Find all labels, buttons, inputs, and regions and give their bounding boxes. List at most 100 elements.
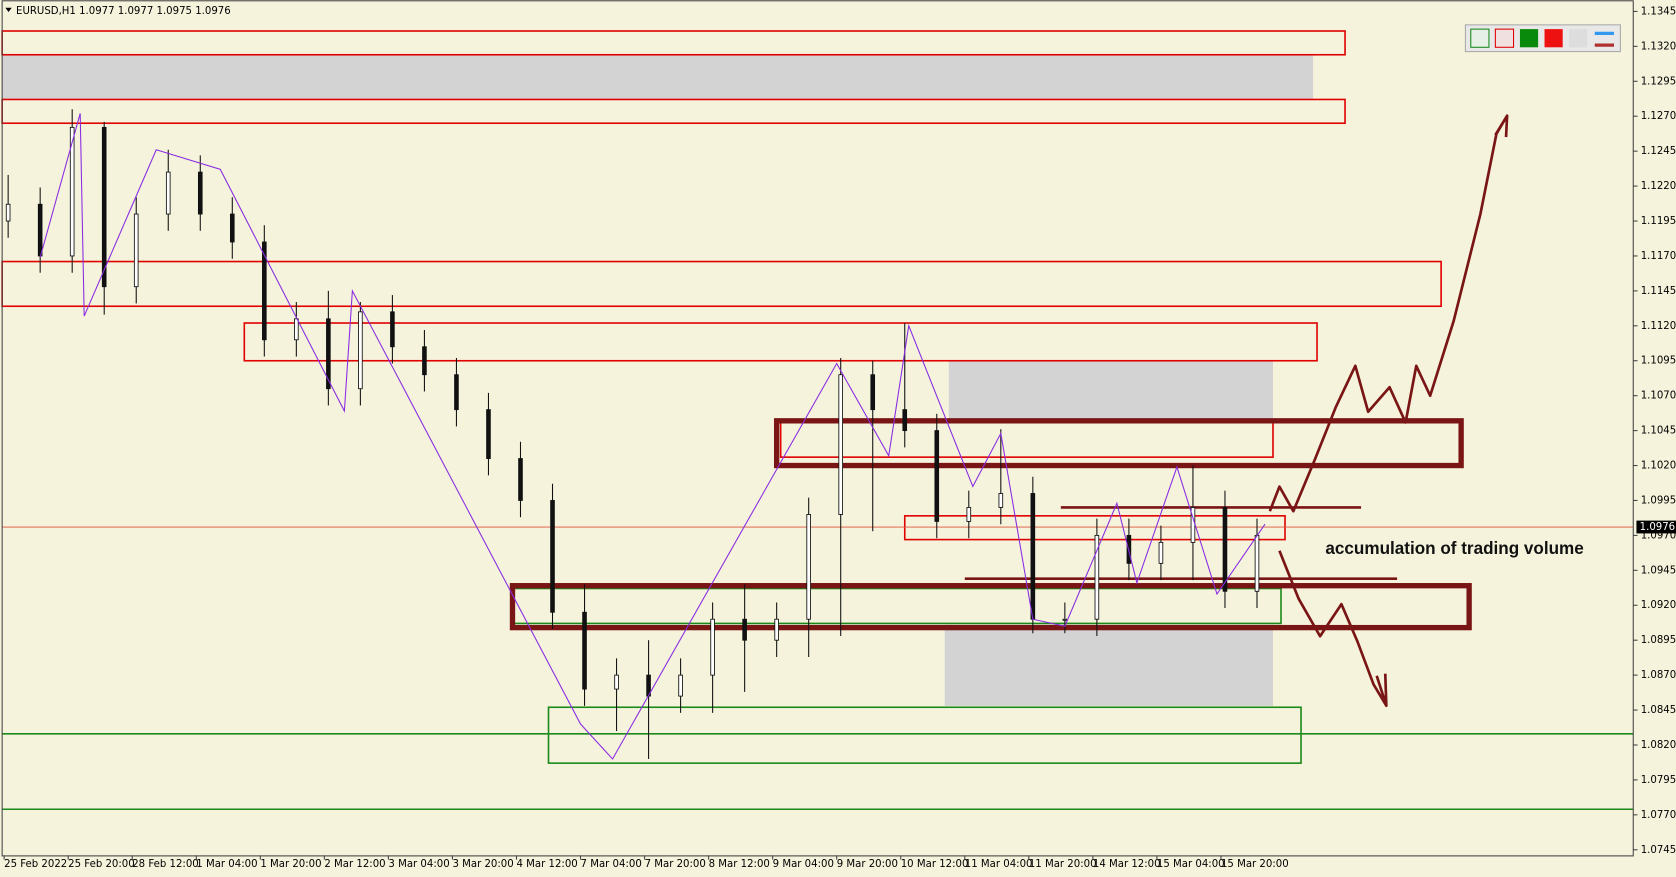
zone xyxy=(773,418,1464,469)
candle-body xyxy=(197,171,203,215)
zigzag-line xyxy=(39,113,1266,760)
y-tick-label: 1.1045 xyxy=(1641,426,1676,437)
tool-button[interactable] xyxy=(1494,28,1515,48)
y-tick-label: 1.0945 xyxy=(1641,565,1676,576)
tool-button[interactable] xyxy=(1544,29,1563,48)
plot-frame xyxy=(1,0,1634,857)
current-price-box xyxy=(1636,520,1676,534)
candle-body xyxy=(1062,618,1068,621)
candle-body xyxy=(5,203,11,222)
candle-body xyxy=(262,241,267,341)
candle-body xyxy=(294,318,299,341)
candle-body xyxy=(37,203,43,257)
x-tick-label: 28 Feb 12:00 xyxy=(132,859,199,870)
candle-body xyxy=(326,318,331,390)
y-tick-label: 1.1245 xyxy=(1641,146,1676,157)
candle-body xyxy=(422,346,427,376)
y-tick-label: 1.0895 xyxy=(1641,635,1676,646)
tool-button[interactable] xyxy=(1470,28,1490,48)
y-tick-label: 1.1070 xyxy=(1641,391,1676,402)
zone xyxy=(509,583,1472,631)
y-tick-label: 1.1120 xyxy=(1641,321,1676,332)
y-tick-label: 1.1170 xyxy=(1641,251,1676,262)
candle-body xyxy=(902,409,908,432)
y-tick-label: 1.0845 xyxy=(1641,705,1676,716)
candle-body xyxy=(550,500,555,613)
candle-body xyxy=(806,514,811,620)
candle-body xyxy=(358,311,363,390)
y-tick-label: 1.1095 xyxy=(1641,356,1676,367)
x-tick-label: 15 Mar 20:00 xyxy=(1221,859,1289,870)
annotation: accumulation of trading volume xyxy=(1325,539,1583,558)
y-tick-label: 1.1295 xyxy=(1641,76,1676,87)
zone xyxy=(948,360,1274,423)
tool-button[interactable] xyxy=(1569,29,1588,48)
candle-body xyxy=(1030,493,1036,620)
x-tick-label: 15 Mar 04:00 xyxy=(1157,859,1225,870)
zone xyxy=(547,706,1302,764)
arrow-up xyxy=(1268,114,1509,513)
x-tick-label: 1 Mar 20:00 xyxy=(260,859,321,870)
candle-body xyxy=(1158,541,1164,564)
candle-body xyxy=(774,618,779,641)
candle-body xyxy=(518,458,523,501)
candle-body xyxy=(838,374,844,515)
candle-body xyxy=(1094,534,1100,620)
y-tick-label: 1.1270 xyxy=(1641,111,1676,122)
x-tick-label: 8 Mar 12:00 xyxy=(709,859,770,870)
y-tick-label: 1.0795 xyxy=(1641,775,1676,786)
current-price-label: 1.0976 xyxy=(1640,522,1675,533)
x-tick-label: 9 Mar 20:00 xyxy=(837,859,898,870)
candle-body xyxy=(69,126,75,257)
y-tick-label: 1.1145 xyxy=(1641,286,1676,297)
y-tick-label: 1.1195 xyxy=(1641,216,1676,227)
candle-body xyxy=(934,430,940,522)
x-tick-label: 1 Mar 04:00 xyxy=(196,859,257,870)
y-tick-label: 1.0970 xyxy=(1641,530,1676,541)
plot-area xyxy=(1,30,1634,811)
y-tick-label: 1.0995 xyxy=(1641,495,1676,506)
candle-body xyxy=(582,611,587,690)
candle-body xyxy=(229,213,235,243)
candle-body xyxy=(870,374,876,411)
zone xyxy=(243,322,1318,362)
x-tick-label: 25 Feb 20:00 xyxy=(68,859,135,870)
x-tick-label: 9 Mar 04:00 xyxy=(773,859,834,870)
candle-body xyxy=(966,507,972,522)
arrow-down xyxy=(1278,550,1388,708)
candle-body xyxy=(998,493,1004,508)
candle-body xyxy=(678,674,683,697)
y-tick-label: 1.0770 xyxy=(1641,810,1676,821)
x-tick-label: 3 Mar 04:00 xyxy=(388,859,449,870)
menu-icon[interactable] xyxy=(5,7,12,13)
y-tick-label: 1.0820 xyxy=(1641,740,1676,751)
y-tick-label: 1.1345 xyxy=(1641,6,1676,17)
y-tick-label: 1.1220 xyxy=(1641,181,1676,192)
zone xyxy=(944,624,1274,706)
x-tick-label: 3 Mar 20:00 xyxy=(452,859,513,870)
x-tick-label: 25 Feb 2022 xyxy=(4,859,67,870)
x-tick-label: 14 Mar 12:00 xyxy=(1093,859,1161,870)
candle-body xyxy=(1222,507,1228,592)
candle-body xyxy=(614,674,619,690)
y-tick-label: 1.1020 xyxy=(1641,461,1676,472)
y-tick-label: 1.0870 xyxy=(1641,670,1676,681)
x-tick-label: 11 Mar 20:00 xyxy=(1029,859,1097,870)
candle-body xyxy=(1254,534,1260,592)
tool-button[interactable] xyxy=(1519,29,1539,48)
y-tick-label: 1.0920 xyxy=(1641,600,1676,611)
x-tick-label: 2 Mar 12:00 xyxy=(324,859,385,870)
candle-body xyxy=(390,311,395,348)
x-tick-label: 7 Mar 20:00 xyxy=(645,859,706,870)
candle-body xyxy=(454,374,459,411)
candle-body xyxy=(742,618,747,641)
header: EURUSD,H1 1.0977 1.0977 1.0975 1.0976 xyxy=(16,6,231,17)
forecast-arrows xyxy=(1268,114,1509,708)
candle-body xyxy=(486,409,491,459)
candle-body xyxy=(133,213,139,288)
toolbar-bg xyxy=(1464,24,1621,53)
y-tick-label: 1.0745 xyxy=(1641,845,1676,856)
candle-body xyxy=(165,171,171,215)
